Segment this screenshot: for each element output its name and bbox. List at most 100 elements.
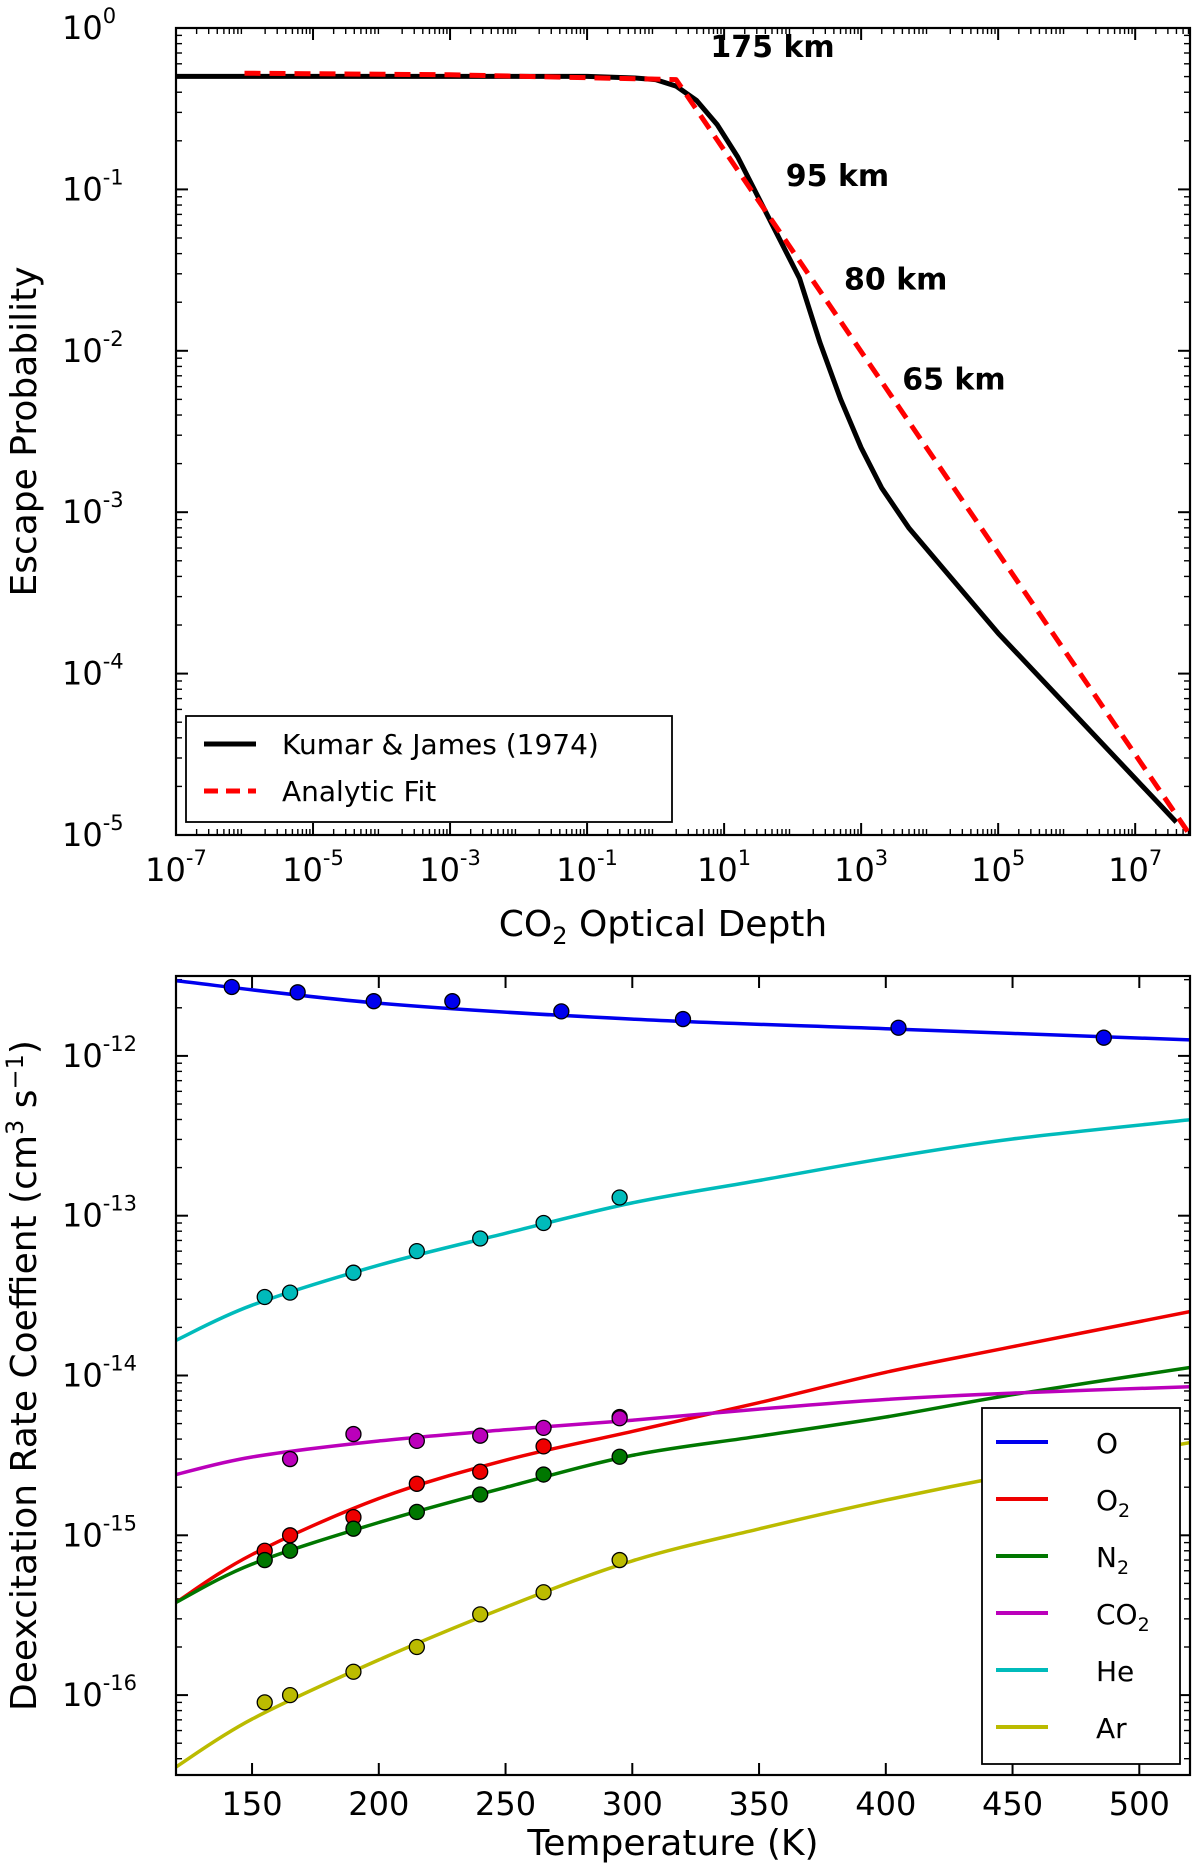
altitude-annotation: 80 km bbox=[844, 262, 947, 297]
co2-fit-curve bbox=[176, 1384, 1190, 1477]
legend-label-subscript: 2 bbox=[1138, 1614, 1150, 1636]
co2-data-point bbox=[472, 1427, 489, 1444]
y-tick-exponent: -2 bbox=[103, 327, 124, 351]
n2-data-point bbox=[408, 1503, 425, 1521]
escape-probability-chart: 10-7 10-5 10-3 10-1 101 103 105 10710010-110-21… bbox=[4, 4, 1192, 950]
y-tick-exponent: -4 bbox=[103, 650, 124, 674]
co2-data-point bbox=[281, 1450, 299, 1468]
legend-label-base: Ar bbox=[1096, 1712, 1127, 1745]
n2-data-point bbox=[345, 1520, 362, 1537]
ar-data-point bbox=[256, 1694, 273, 1711]
legend-label-base: O bbox=[1096, 1484, 1118, 1517]
y-tick-base: 10 bbox=[62, 1516, 103, 1554]
legend-label-base: He bbox=[1096, 1655, 1134, 1688]
ar-data-point bbox=[281, 1686, 299, 1704]
kumar-james-line bbox=[176, 73, 1179, 824]
o-data-point bbox=[289, 984, 306, 1001]
legend-box bbox=[185, 715, 673, 823]
y-tick-exponent: -16 bbox=[103, 1671, 137, 1695]
x-tick-exponent: -5 bbox=[323, 846, 344, 870]
ar-data-point bbox=[408, 1638, 425, 1656]
y-tick-exponent: 0 bbox=[103, 4, 116, 28]
x-tick-label: 150 bbox=[222, 1785, 283, 1823]
o-data-point bbox=[1095, 1029, 1112, 1046]
deexcitation-rate-chart: 150 200 250 300 350 400 450 50010-1210-1310-141… bbox=[1, 974, 1192, 1864]
n2-data-point bbox=[611, 1448, 628, 1465]
x-tick-label: 101 bbox=[697, 846, 751, 889]
x-tick-exponent: 1 bbox=[738, 846, 751, 870]
legend-label: Analytic Fit bbox=[282, 775, 436, 808]
he-data-point bbox=[256, 1288, 273, 1306]
x-tick-label: 250 bbox=[475, 1785, 536, 1823]
n2-fit-curve bbox=[176, 1365, 1190, 1604]
y-tick-label: 10-1 bbox=[62, 165, 124, 208]
x-tick-label: 200 bbox=[348, 1785, 409, 1823]
co2-data-point bbox=[535, 1419, 552, 1437]
y-axis-label: Deexcitation Rate Coeffient (cm3 s−1) bbox=[1, 1040, 45, 1711]
co2-data-point bbox=[408, 1432, 425, 1449]
y-tick-label: 10-16 bbox=[62, 1671, 137, 1714]
legend-label-subscript: 2 bbox=[1118, 1500, 1130, 1522]
ar-data-point bbox=[345, 1663, 362, 1680]
y-axis-label-sup: 3 bbox=[1, 1120, 29, 1135]
y-tick-base: 10 bbox=[62, 816, 103, 854]
y-tick-label: 10-15 bbox=[62, 1511, 137, 1554]
legend-label: N2 bbox=[1096, 1541, 1129, 1579]
y-tick-label: 10-14 bbox=[62, 1352, 137, 1395]
y-tick-label: 10-4 bbox=[62, 650, 124, 693]
legend-label: O2 bbox=[1096, 1484, 1130, 1522]
y-tick-base: 10 bbox=[62, 1357, 103, 1395]
y-tick-base: 10 bbox=[62, 655, 103, 693]
plot-frame bbox=[174, 974, 1192, 1777]
legend-label: CO2 bbox=[1096, 1598, 1150, 1636]
x-tick-label: 105 bbox=[971, 846, 1025, 889]
o2-data-point bbox=[408, 1475, 425, 1492]
x-tick-exponent: -3 bbox=[460, 846, 481, 870]
y-axis-label: Escape Probability bbox=[4, 266, 45, 596]
he-data-point bbox=[281, 1284, 299, 1301]
altitude-annotation: 175 km bbox=[710, 30, 834, 65]
y-tick-base: 10 bbox=[62, 170, 103, 208]
x-tick-label: 107 bbox=[1108, 846, 1162, 889]
n2-data-point bbox=[281, 1542, 299, 1559]
y-tick-label: 10-13 bbox=[62, 1192, 137, 1235]
x-axis-label-rest: Optical Depth bbox=[568, 904, 828, 945]
x-tick-label: 500 bbox=[1109, 1785, 1170, 1823]
legend-label: O bbox=[1096, 1427, 1118, 1460]
legend-label: Kumar & James (1974) bbox=[282, 728, 599, 761]
x-tick-base: 10 bbox=[282, 851, 323, 889]
x-axis-label: CO2 Optical Depth bbox=[499, 904, 827, 950]
x-tick-base: 10 bbox=[419, 851, 460, 889]
o-data-point bbox=[365, 993, 382, 1010]
y-axis-label-main: Deexcitation Rate Coeffient (cm bbox=[4, 1135, 45, 1711]
ar-data-point bbox=[472, 1606, 489, 1623]
x-axis-label-subscript: 2 bbox=[552, 922, 567, 950]
o2-data-point bbox=[281, 1527, 299, 1544]
y-tick-label: 10-3 bbox=[62, 488, 124, 531]
x-tick-label: 103 bbox=[834, 846, 888, 889]
x-tick-label: 10-5 bbox=[282, 846, 344, 889]
n2-data-point bbox=[535, 1466, 552, 1483]
ar-data-point bbox=[611, 1551, 628, 1569]
y-tick-base: 10 bbox=[62, 1676, 103, 1714]
x-tick-label: 10-1 bbox=[556, 846, 618, 889]
x-tick-label: 450 bbox=[982, 1785, 1043, 1823]
he-data-point bbox=[535, 1214, 552, 1232]
o-data-point bbox=[223, 978, 240, 996]
x-tick-exponent: 3 bbox=[875, 846, 888, 870]
o2-data-point bbox=[535, 1438, 552, 1455]
o-data-point bbox=[890, 1019, 907, 1036]
y-tick-exponent: -5 bbox=[103, 811, 124, 835]
x-axis-label-base: CO bbox=[499, 904, 552, 945]
n2-data-point bbox=[472, 1486, 489, 1503]
altitude-annotation: 95 km bbox=[786, 159, 889, 194]
y-tick-label: 10-12 bbox=[62, 1032, 137, 1075]
y-tick-base: 10 bbox=[62, 9, 103, 47]
y-tick-base: 10 bbox=[62, 332, 103, 370]
legend-label-base: O bbox=[1096, 1427, 1118, 1460]
x-tick-label: 10-3 bbox=[419, 846, 481, 889]
y-tick-exponent: -13 bbox=[103, 1192, 137, 1216]
y-axis-label-post: ) bbox=[4, 1040, 45, 1054]
o-data-point bbox=[674, 1010, 692, 1028]
